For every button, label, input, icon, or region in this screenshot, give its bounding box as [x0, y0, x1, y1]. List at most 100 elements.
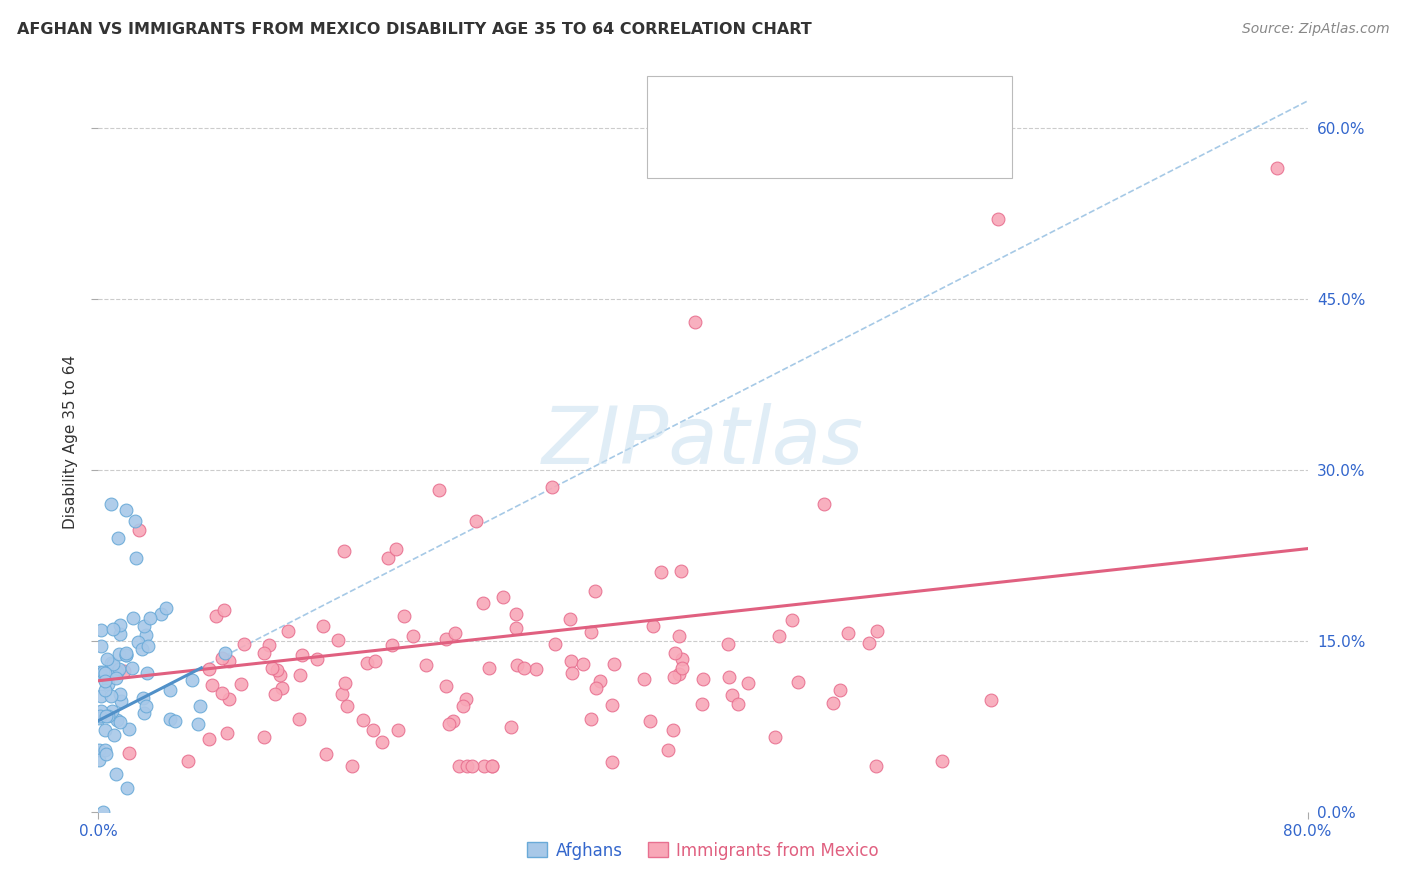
Text: AFGHAN VS IMMIGRANTS FROM MEXICO DISABILITY AGE 35 TO 64 CORRELATION CHART: AFGHAN VS IMMIGRANTS FROM MEXICO DISABIL…	[17, 22, 811, 37]
Point	[481, 759, 503, 773]
Point	[134, 706, 156, 720]
Text: 0.246: 0.246	[756, 95, 811, 113]
Point	[441, 714, 464, 728]
Point	[581, 625, 603, 640]
Point	[159, 683, 181, 698]
Point	[600, 756, 623, 770]
Point	[461, 759, 484, 773]
Point	[454, 691, 477, 706]
Point	[159, 712, 181, 726]
Point	[465, 514, 488, 528]
FancyBboxPatch shape	[652, 132, 692, 170]
Point	[721, 689, 744, 703]
Point	[229, 677, 252, 691]
Point	[108, 714, 131, 729]
Point	[105, 665, 128, 679]
Point	[668, 629, 690, 643]
Point	[121, 610, 143, 624]
Point	[692, 672, 714, 686]
Point	[287, 712, 309, 726]
Point	[444, 625, 467, 640]
Point	[813, 497, 835, 511]
Point	[114, 503, 136, 517]
Point	[269, 667, 291, 681]
Point	[763, 730, 786, 744]
Point	[434, 632, 457, 646]
Point	[107, 661, 129, 675]
Point	[381, 638, 404, 652]
FancyBboxPatch shape	[652, 85, 692, 123]
Point	[980, 692, 1002, 706]
Point	[190, 699, 212, 714]
Point	[481, 759, 503, 773]
Point	[110, 694, 132, 708]
Point	[671, 564, 693, 578]
Point	[821, 696, 844, 710]
Point	[589, 674, 612, 689]
Point	[449, 759, 471, 773]
Point	[768, 628, 790, 642]
Point	[328, 633, 350, 648]
Text: R =: R =	[700, 142, 738, 160]
Point	[90, 623, 112, 637]
Point	[571, 657, 593, 671]
Point	[266, 663, 288, 677]
Point	[90, 668, 112, 682]
Point	[987, 212, 1010, 227]
Point	[93, 805, 115, 819]
Point	[214, 646, 236, 660]
Point	[136, 639, 159, 653]
Point	[115, 646, 138, 660]
Point	[415, 657, 437, 672]
Point	[107, 647, 129, 661]
Point	[127, 634, 149, 648]
Point	[361, 723, 384, 738]
Point	[94, 665, 117, 680]
Point	[830, 682, 852, 697]
Point	[128, 523, 150, 537]
Point	[149, 607, 172, 621]
Point	[402, 629, 425, 643]
Point	[560, 654, 582, 668]
Point	[97, 708, 120, 723]
Point	[94, 723, 117, 738]
Text: 70: 70	[898, 95, 922, 113]
Point	[163, 714, 186, 728]
Point	[352, 713, 374, 727]
Point	[392, 608, 415, 623]
Point	[93, 674, 115, 689]
Point	[858, 636, 880, 650]
Point	[333, 544, 356, 558]
Point	[177, 754, 200, 768]
Point	[90, 704, 112, 718]
Y-axis label: Disability Age 35 to 64: Disability Age 35 to 64	[63, 354, 79, 529]
Text: N =: N =	[842, 142, 880, 160]
Point	[330, 687, 353, 701]
Point	[600, 698, 623, 712]
Text: ZIPatlas: ZIPatlas	[541, 402, 865, 481]
Point	[110, 626, 132, 640]
Point	[364, 654, 387, 668]
Point	[218, 654, 240, 668]
Point	[434, 679, 457, 693]
Point	[115, 648, 138, 662]
Point	[664, 646, 686, 660]
Point	[650, 566, 672, 580]
Point	[90, 640, 112, 654]
Point	[103, 728, 125, 742]
Point	[104, 672, 127, 686]
Point	[387, 723, 409, 737]
Point	[866, 624, 889, 638]
Point	[737, 676, 759, 690]
Point	[204, 609, 226, 624]
Point	[540, 480, 562, 494]
Point	[671, 661, 693, 675]
Point	[115, 648, 138, 662]
Point	[579, 712, 602, 726]
Point	[218, 692, 240, 706]
Point	[727, 697, 749, 711]
Point	[506, 658, 529, 673]
Point	[110, 688, 132, 702]
Point	[472, 759, 495, 773]
Point	[524, 662, 547, 676]
